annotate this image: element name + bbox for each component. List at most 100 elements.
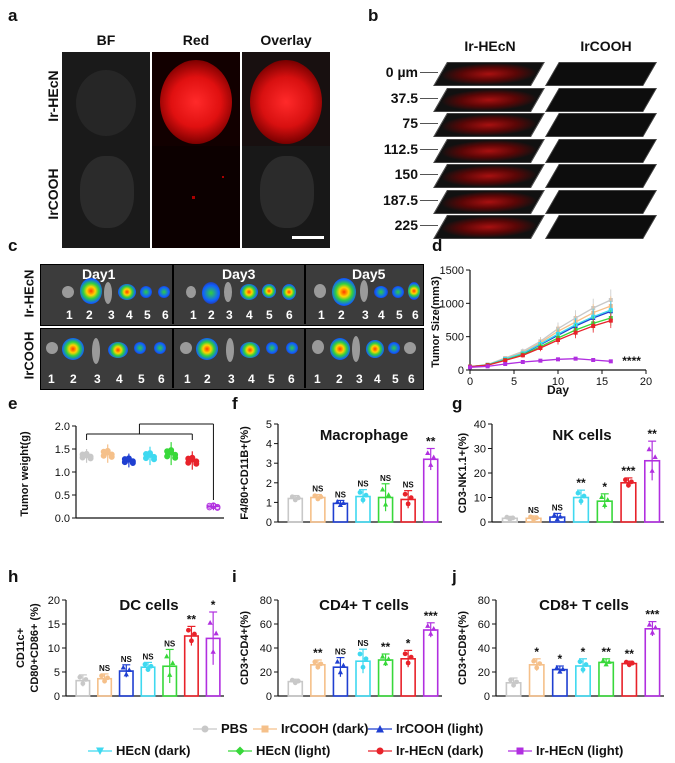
data-point — [554, 516, 560, 522]
data-point — [312, 493, 318, 499]
slice-irhecn — [433, 138, 545, 163]
ivis-strip-ircooh — [40, 328, 424, 390]
data-point — [431, 454, 437, 460]
y-axis-label: CD3-NK1.1+(%) — [457, 432, 469, 513]
data-point — [508, 677, 513, 683]
data-point — [580, 667, 586, 672]
significance-label: * — [558, 652, 563, 666]
y-tick-label: 20 — [474, 468, 486, 480]
image-overlay-irhecn — [242, 52, 330, 154]
significance-label: ** — [601, 645, 611, 659]
data-point — [591, 358, 596, 362]
y-tick-label: 20 — [478, 667, 490, 679]
panel-label-g: g — [452, 394, 463, 413]
data-point — [213, 630, 219, 636]
data-point — [503, 358, 508, 363]
legend-label: PBS — [221, 721, 248, 736]
x-axis-label: Day — [547, 383, 569, 397]
data-point — [531, 658, 537, 664]
data-point — [315, 664, 321, 670]
slice-irhecn — [433, 87, 545, 112]
ivis-separator — [304, 264, 306, 324]
y-tick-label: 30 — [474, 444, 486, 456]
panel-label-h: h — [8, 567, 19, 586]
data-point — [379, 486, 386, 492]
panel-label-f: f — [232, 394, 238, 413]
organ-spleen — [360, 280, 368, 302]
significance-label: **** — [168, 418, 186, 423]
x-tick-label: 0 — [467, 376, 473, 388]
y-axis-label: Tumor Size(mm3) — [430, 276, 442, 368]
slice-ircooh — [545, 87, 657, 112]
y-tick-label: 1.0 — [55, 467, 70, 479]
organ-number: 1 — [318, 308, 325, 322]
chart-tumor-size: 0 500 1000 1500 0 5 10 15 20 Day Tumor Size(mm3) **… — [430, 265, 652, 397]
data-point — [425, 450, 431, 456]
data-point — [318, 661, 324, 667]
data-point — [646, 621, 653, 627]
data-point — [357, 490, 363, 495]
row-header-ircooh: IrCOOH — [45, 168, 61, 220]
significance-label: NS — [380, 474, 392, 483]
data-point — [652, 454, 658, 460]
x-tick-label: 15 — [596, 376, 608, 388]
significance-label: NS — [357, 480, 369, 489]
data-point — [334, 658, 341, 664]
significance-label: **** — [622, 354, 641, 368]
significance-label: *** — [645, 608, 659, 622]
data-point — [87, 455, 94, 462]
data-point — [626, 482, 631, 488]
slice-ircooh — [545, 189, 657, 214]
data-point — [520, 360, 525, 364]
organ-lung — [118, 284, 136, 300]
depth-connector — [420, 199, 438, 201]
depth-label: 75 — [402, 115, 418, 131]
data-point — [295, 495, 301, 501]
y-axis-label: CD3+CD8+(%) — [457, 611, 469, 685]
organ-spleen — [226, 338, 234, 362]
organ-number: 3 — [108, 308, 115, 322]
data-point — [312, 659, 318, 665]
slice-ircooh — [545, 62, 657, 86]
data-point — [340, 500, 347, 505]
y-tick-label: 1.5 — [55, 444, 70, 456]
legend-marker — [376, 747, 384, 755]
data-point — [145, 667, 151, 672]
y-tick-label: 3 — [266, 458, 272, 470]
organ-tumor — [154, 342, 166, 354]
y-axis-label: CD3+CD4+(%) — [239, 611, 251, 685]
organ-tumor — [404, 342, 416, 354]
organ-number: 4 — [126, 308, 133, 322]
data-point — [337, 669, 344, 675]
organ-number: 3 — [226, 308, 233, 322]
significance-label: NS — [552, 503, 564, 512]
data-point — [214, 504, 221, 511]
data-point — [193, 460, 200, 467]
y-axis-label: CD3-NK1.1+(%) — [457, 432, 469, 513]
organ-lung — [108, 342, 128, 358]
organ-lung — [374, 286, 388, 298]
legend-label: Ir-HEcN (dark) — [396, 743, 483, 758]
scale-bar — [292, 236, 324, 239]
data-point — [583, 662, 589, 667]
organ-number: 6 — [158, 372, 165, 386]
significance-label: * — [534, 645, 539, 659]
image-bf-ircooh — [62, 146, 150, 248]
y-axis-label: F4/80+CD11B+(%) — [239, 426, 251, 520]
depth-label: 37.5 — [390, 89, 418, 106]
x-tick-label: 5 — [511, 376, 517, 388]
legend-marker — [376, 725, 384, 733]
data-point — [385, 492, 392, 497]
slice-ircooh — [545, 164, 657, 188]
significance-label: ** — [381, 640, 391, 654]
data-point — [556, 338, 560, 342]
y-axis-label: F4/80+CD11B+(%) — [239, 426, 251, 520]
depth-label: 150 — [394, 166, 418, 182]
y-axis-label: Tumor weight(g) — [19, 431, 31, 517]
significance-label: NS — [528, 506, 540, 515]
organ-kidney — [134, 342, 146, 354]
data-point — [510, 515, 516, 521]
image-red-irhecn — [152, 52, 240, 154]
organ-liver — [330, 338, 350, 360]
